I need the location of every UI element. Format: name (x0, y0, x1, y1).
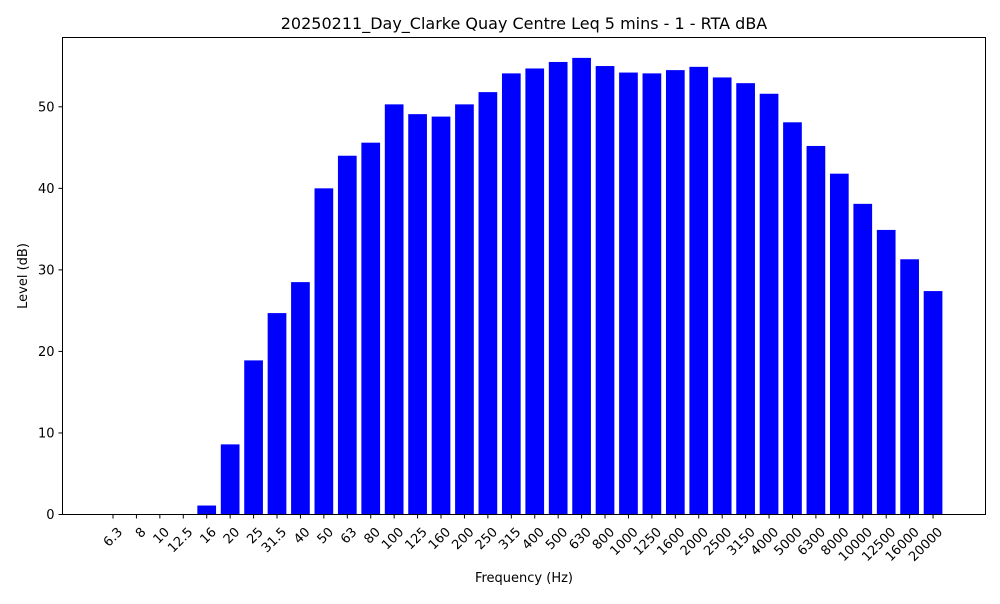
x-tick-label: 400 (520, 525, 548, 553)
plot-frame (62, 37, 986, 515)
bar-2500 (712, 77, 732, 515)
bar-4000 (759, 93, 779, 515)
bar-8000 (829, 173, 849, 515)
bar-10000 (853, 203, 873, 515)
bar-16 (197, 505, 217, 515)
y-tick-label: 30 (38, 263, 55, 278)
bar-12500 (876, 229, 896, 515)
bar-160 (431, 116, 451, 515)
bar-800 (595, 66, 615, 515)
bar-1250 (642, 73, 662, 515)
bar-3150 (736, 83, 755, 515)
y-axis-label: Level (dB) (16, 243, 31, 309)
bar-40 (291, 282, 310, 515)
bar-1600 (665, 70, 685, 515)
y-tick-label: 40 (38, 182, 55, 197)
bar-1000 (619, 72, 638, 515)
bars-layer (197, 57, 943, 515)
y-tick-label: 20 (38, 345, 55, 360)
bar-63 (337, 155, 357, 515)
bar-125 (408, 114, 427, 515)
x-tick-label: 16 (197, 525, 219, 547)
y-tick-label: 0 (46, 508, 54, 523)
bar-200 (455, 104, 474, 515)
bar-25 (244, 360, 263, 515)
y-tick-label: 50 (38, 100, 55, 115)
bar-250 (478, 92, 498, 515)
x-tick-label: 6.3 (101, 525, 126, 550)
x-tick-label: 160 (426, 525, 454, 553)
bar-20000 (923, 291, 943, 515)
bar-2000 (689, 66, 709, 515)
x-tick-label: 200 (449, 525, 477, 553)
x-tick-label: 500 (543, 525, 571, 553)
bar-5000 (783, 122, 802, 515)
x-tick-label: 8 (133, 525, 149, 541)
x-tick-label: 63 (338, 525, 360, 547)
x-tick-label: 12.5 (165, 525, 196, 556)
x-tick-label: 20 (221, 525, 243, 547)
y-tick-label: 10 (38, 426, 55, 441)
bar-16000 (900, 259, 919, 515)
x-tick-label: 250 (473, 525, 501, 553)
bar-100 (384, 104, 404, 515)
bar-80 (361, 142, 381, 515)
bar-400 (525, 68, 545, 515)
bar-500 (548, 61, 568, 515)
x-tick-label: 125 (402, 525, 430, 553)
x-tick-label: 100 (379, 525, 407, 553)
chart-title: 20250211_Day_Clarke Quay Centre Leq 5 mi… (281, 14, 768, 34)
x-tick-label: 50 (315, 525, 337, 547)
bar-315 (501, 73, 521, 515)
x-tick-label: 315 (496, 525, 524, 553)
bar-20 (220, 444, 240, 515)
x-tick-label: 31.5 (259, 525, 290, 556)
y-axis: 0 10 20 30 40 50 (38, 100, 63, 523)
bar-630 (572, 57, 591, 515)
bar-31.5 (267, 313, 287, 515)
bar-6300 (806, 145, 826, 515)
x-axis-label: Frequency (Hz) (475, 571, 573, 586)
x-tick-label: 630 (566, 525, 594, 553)
bar-50 (314, 188, 334, 515)
x-tick-label: 40 (291, 525, 313, 547)
